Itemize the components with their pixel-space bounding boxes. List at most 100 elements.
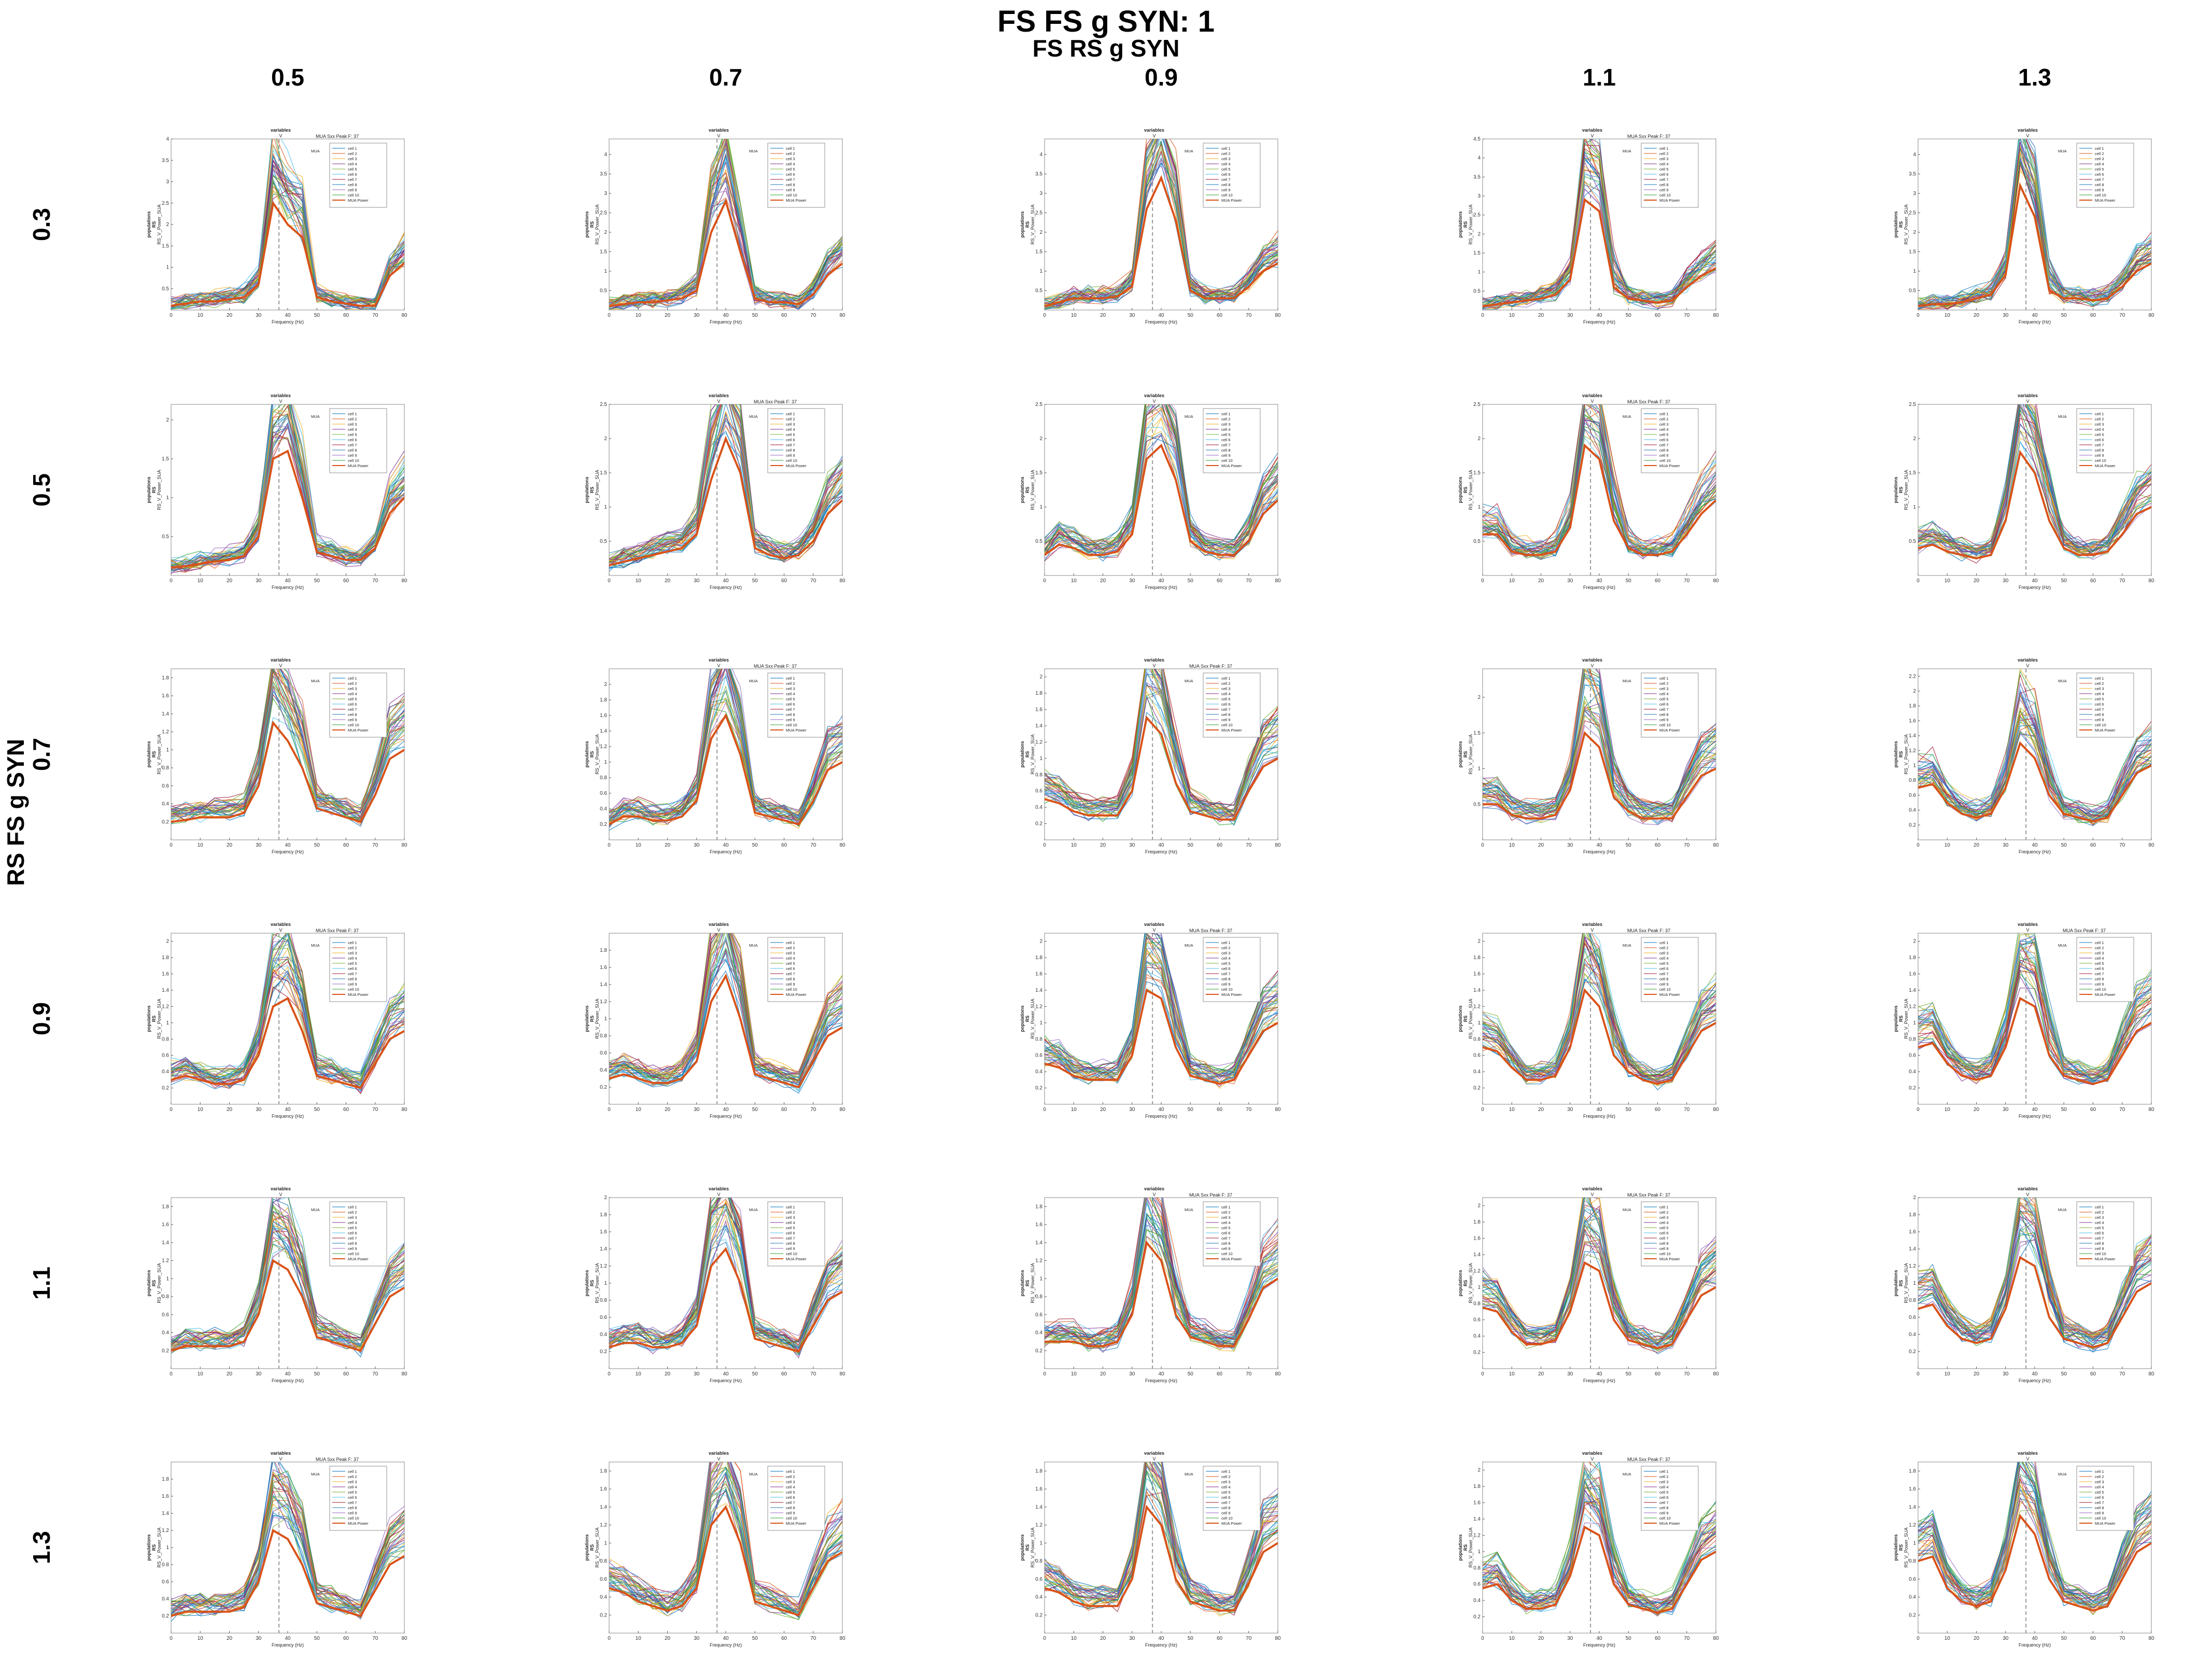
legend-entry: cell 3: [348, 1480, 357, 1484]
legend-entry: cell 2: [1659, 417, 1669, 421]
cell-power-line: [1045, 669, 1278, 818]
x-tick-label: 50: [752, 1371, 758, 1377]
legend-entry: cell 9: [1659, 1511, 1669, 1515]
y-tick-label: 0.8: [162, 1036, 169, 1042]
legend-entry: cell 10: [1221, 458, 1233, 463]
y-tick-label: 1: [1477, 766, 1481, 772]
x-tick-label: 10: [198, 1107, 204, 1113]
x-tick-label: 30: [2003, 1107, 2009, 1113]
legend-entry: cell 7: [2095, 443, 2104, 447]
x-tick-label: 40: [1596, 578, 1602, 584]
mua-peak-label: MUA Sxx Peak F: 37: [2063, 928, 2106, 933]
y-axis-label: populations RS RS_V_Power_SUA: [1458, 1527, 1473, 1568]
x-tick-label: 10: [636, 1371, 642, 1377]
y-tick-label: 0.6: [162, 1053, 169, 1059]
legend-entry: cell 4: [1221, 427, 1231, 432]
x-tick-label: 0: [608, 1636, 611, 1641]
svg-text:RS: RS: [589, 221, 595, 228]
x-axis-label: Frequency (Hz): [272, 1378, 304, 1383]
y-tick-label: 4: [1477, 156, 1481, 161]
legend-entry: cell 9: [348, 188, 357, 192]
panel-header: variables: [1582, 1451, 1602, 1456]
legend-entry: cell 3: [1659, 686, 1669, 691]
x-tick-label: 10: [1071, 1107, 1077, 1113]
x-tick-label: 40: [2032, 1636, 2038, 1641]
x-tick-label: 70: [1246, 842, 1252, 848]
legend-entry: cell 3: [348, 1215, 357, 1220]
svg-text:RS_V_Power_SUA: RS_V_Power_SUA: [157, 1527, 162, 1568]
cell-power-line: [1045, 933, 1278, 1074]
x-tick-label: 50: [314, 1107, 320, 1113]
legend-entry: cell 4: [348, 427, 357, 432]
x-tick-label: 0: [1481, 1371, 1484, 1377]
y-tick-label: 0.4: [162, 802, 169, 807]
x-tick-label: 60: [2090, 1371, 2096, 1377]
x-tick-label: 30: [694, 1371, 700, 1377]
x-axis-label: Frequency (Hz): [710, 1114, 742, 1119]
y-tick-label: 1: [166, 265, 169, 271]
x-tick-label: 40: [285, 578, 291, 584]
x-tick-label: 70: [1684, 313, 1690, 318]
legend-entry: cell 1: [1221, 1205, 1231, 1210]
cell-power-line: [1045, 139, 1278, 306]
x-tick-label: 60: [1217, 1107, 1223, 1113]
legend-entry: cell 3: [1659, 1480, 1669, 1484]
cell-power-line: [1918, 404, 2151, 550]
panel-header-symbol: V: [1152, 1456, 1156, 1461]
legend-title: MUA: [1623, 679, 1631, 683]
y-tick-label: 2: [1039, 230, 1042, 235]
cell-power-line: [609, 1198, 842, 1352]
mua-power-line: [171, 1259, 404, 1352]
panel-header: variables: [1144, 393, 1164, 398]
panel-header: variables: [709, 1186, 729, 1191]
cell-power-line: [171, 415, 404, 567]
y-tick-label: 0.4: [1473, 1598, 1481, 1604]
x-tick-label: 60: [2090, 1107, 2096, 1113]
x-tick-label: 40: [2032, 313, 2038, 318]
cell-power-line: [171, 1198, 404, 1341]
x-tick-label: 30: [1567, 578, 1573, 584]
y-tick-label: 0.2: [1473, 1614, 1481, 1620]
legend-entry: MUA Power: [1221, 992, 1242, 997]
x-tick-label: 20: [665, 578, 671, 584]
y-tick-label: 1.4: [1909, 988, 1916, 993]
x-tick-label: 40: [2032, 578, 2038, 584]
cell-power-line: [1045, 669, 1278, 812]
legend-entry: cell 7: [1221, 443, 1231, 447]
panel-header: variables: [1582, 657, 1602, 663]
legend-entry: cell 6: [786, 1495, 795, 1500]
y-tick-label: 0.4: [1035, 1069, 1042, 1075]
cell-power-line: [609, 139, 842, 307]
legend-entry: cell 3: [786, 157, 795, 161]
y-tick-label: 1.8: [600, 1212, 607, 1218]
x-tick-label: 80: [1275, 842, 1281, 848]
legend-entry: cell 7: [1659, 707, 1669, 712]
y-tick-label: 4.5: [1473, 136, 1481, 142]
legend-entry: cell 1: [2095, 412, 2104, 416]
legend-entry: cell 3: [2095, 1215, 2104, 1220]
x-tick-label: 20: [665, 842, 671, 848]
x-tick-label: 30: [256, 578, 262, 584]
svg-text:populations: populations: [1893, 477, 1898, 503]
legend-entry: cell 4: [348, 162, 357, 166]
legend-entry: cell 6: [2095, 172, 2104, 177]
legend-entry: cell 5: [348, 1490, 357, 1495]
legend-entry: cell 5: [786, 1226, 795, 1230]
legend-entry: cell 5: [1659, 167, 1669, 172]
y-tick-label: 1.4: [600, 1505, 607, 1510]
y-axis-label: populations RS RS_V_Power_SUA: [1020, 999, 1035, 1039]
legend-entry: MUA Power: [786, 728, 807, 733]
y-tick-label: 1.4: [600, 1246, 607, 1252]
panel-header: variables: [271, 128, 291, 133]
legend-entry: cell 8: [1659, 1506, 1669, 1510]
x-tick-label: 70: [810, 1636, 816, 1641]
panel-header-symbol: V: [279, 927, 282, 933]
